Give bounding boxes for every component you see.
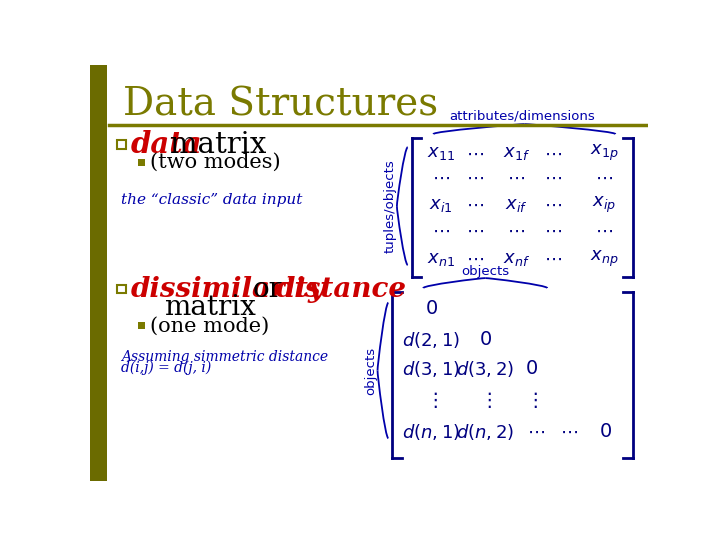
Text: $\cdots$: $\cdots$ [432, 221, 450, 239]
Text: (one mode): (one mode) [150, 316, 269, 335]
Text: $d(n,1)$: $d(n,1)$ [402, 422, 460, 442]
Text: $x_{1f}$: $x_{1f}$ [503, 144, 530, 163]
Text: Data Structures: Data Structures [122, 86, 438, 123]
Text: matrix: matrix [170, 131, 266, 159]
Text: $\cdots$: $\cdots$ [544, 221, 562, 239]
Bar [117, 140, 126, 148]
Text: $\cdots$: $\cdots$ [544, 196, 562, 214]
Text: $\cdots$: $\cdots$ [526, 423, 544, 441]
Text: $x_{nf}$: $x_{nf}$ [503, 250, 530, 268]
Text: $\cdots$: $\cdots$ [544, 250, 562, 268]
Text: $0$: $0$ [425, 300, 438, 318]
Text: $\cdots$: $\cdots$ [595, 169, 613, 187]
Text: $\cdots$: $\cdots$ [508, 221, 526, 239]
Text: data: data [131, 130, 203, 159]
Text: $d(3,1)$: $d(3,1)$ [402, 359, 460, 379]
Text: tuples/objects: tuples/objects [384, 159, 397, 253]
Text: $\cdots$: $\cdots$ [466, 250, 484, 268]
Text: $x_{1p}$: $x_{1p}$ [590, 143, 618, 164]
Text: distance: distance [276, 276, 407, 303]
Text: $\cdots$: $\cdots$ [432, 169, 450, 187]
Text: matrix: matrix [164, 294, 256, 321]
FancyBboxPatch shape [90, 65, 107, 481]
Text: $\vdots$: $\vdots$ [479, 390, 492, 410]
Text: or: or [253, 276, 283, 303]
Text: objects: objects [364, 347, 377, 395]
Text: $\cdots$: $\cdots$ [466, 144, 484, 163]
Bar [138, 159, 145, 166]
Text: $x_{if}$: $x_{if}$ [505, 196, 528, 214]
Text: $\cdots$: $\cdots$ [595, 221, 613, 239]
Text: $d(n,2)$: $d(n,2)$ [456, 422, 514, 442]
Text: Assuming simmetric distance: Assuming simmetric distance [121, 350, 328, 365]
Text: $\cdots$: $\cdots$ [544, 144, 562, 163]
Text: $\cdots$: $\cdots$ [466, 221, 484, 239]
Text: $x_{11}$: $x_{11}$ [427, 144, 455, 163]
Text: $\cdots$: $\cdots$ [466, 196, 484, 214]
Text: $0$: $0$ [526, 360, 539, 378]
Text: (two modes): (two modes) [150, 153, 280, 172]
Text: $\vdots$: $\vdots$ [425, 390, 437, 410]
Text: the “classic” data input: the “classic” data input [121, 193, 302, 206]
Text: $0$: $0$ [479, 330, 492, 349]
Text: $d(3,2)$: $d(3,2)$ [456, 359, 514, 379]
Bar [117, 285, 126, 294]
Text: dissimilarity: dissimilarity [131, 276, 325, 303]
Text: $\cdots$: $\cdots$ [466, 169, 484, 187]
Bar [138, 322, 145, 329]
Text: $\vdots$: $\vdots$ [526, 390, 538, 410]
Text: $x_{n1}$: $x_{n1}$ [427, 250, 455, 268]
Text: $\cdots$: $\cdots$ [544, 169, 562, 187]
Text: $x_{i1}$: $x_{i1}$ [429, 196, 453, 214]
Text: $0$: $0$ [599, 423, 612, 441]
Text: $\cdots$: $\cdots$ [508, 169, 526, 187]
Text: attributes/dimensions: attributes/dimensions [449, 110, 595, 123]
Text: $\cdots$: $\cdots$ [560, 423, 578, 441]
Text: objects: objects [462, 266, 509, 279]
Text: $d(2,1)$: $d(2,1)$ [402, 330, 460, 350]
Text: $x_{np}$: $x_{np}$ [590, 249, 618, 269]
Text: $x_{ip}$: $x_{ip}$ [592, 195, 616, 215]
Text: d(i,j) = d(j, i): d(i,j) = d(j, i) [121, 361, 211, 375]
